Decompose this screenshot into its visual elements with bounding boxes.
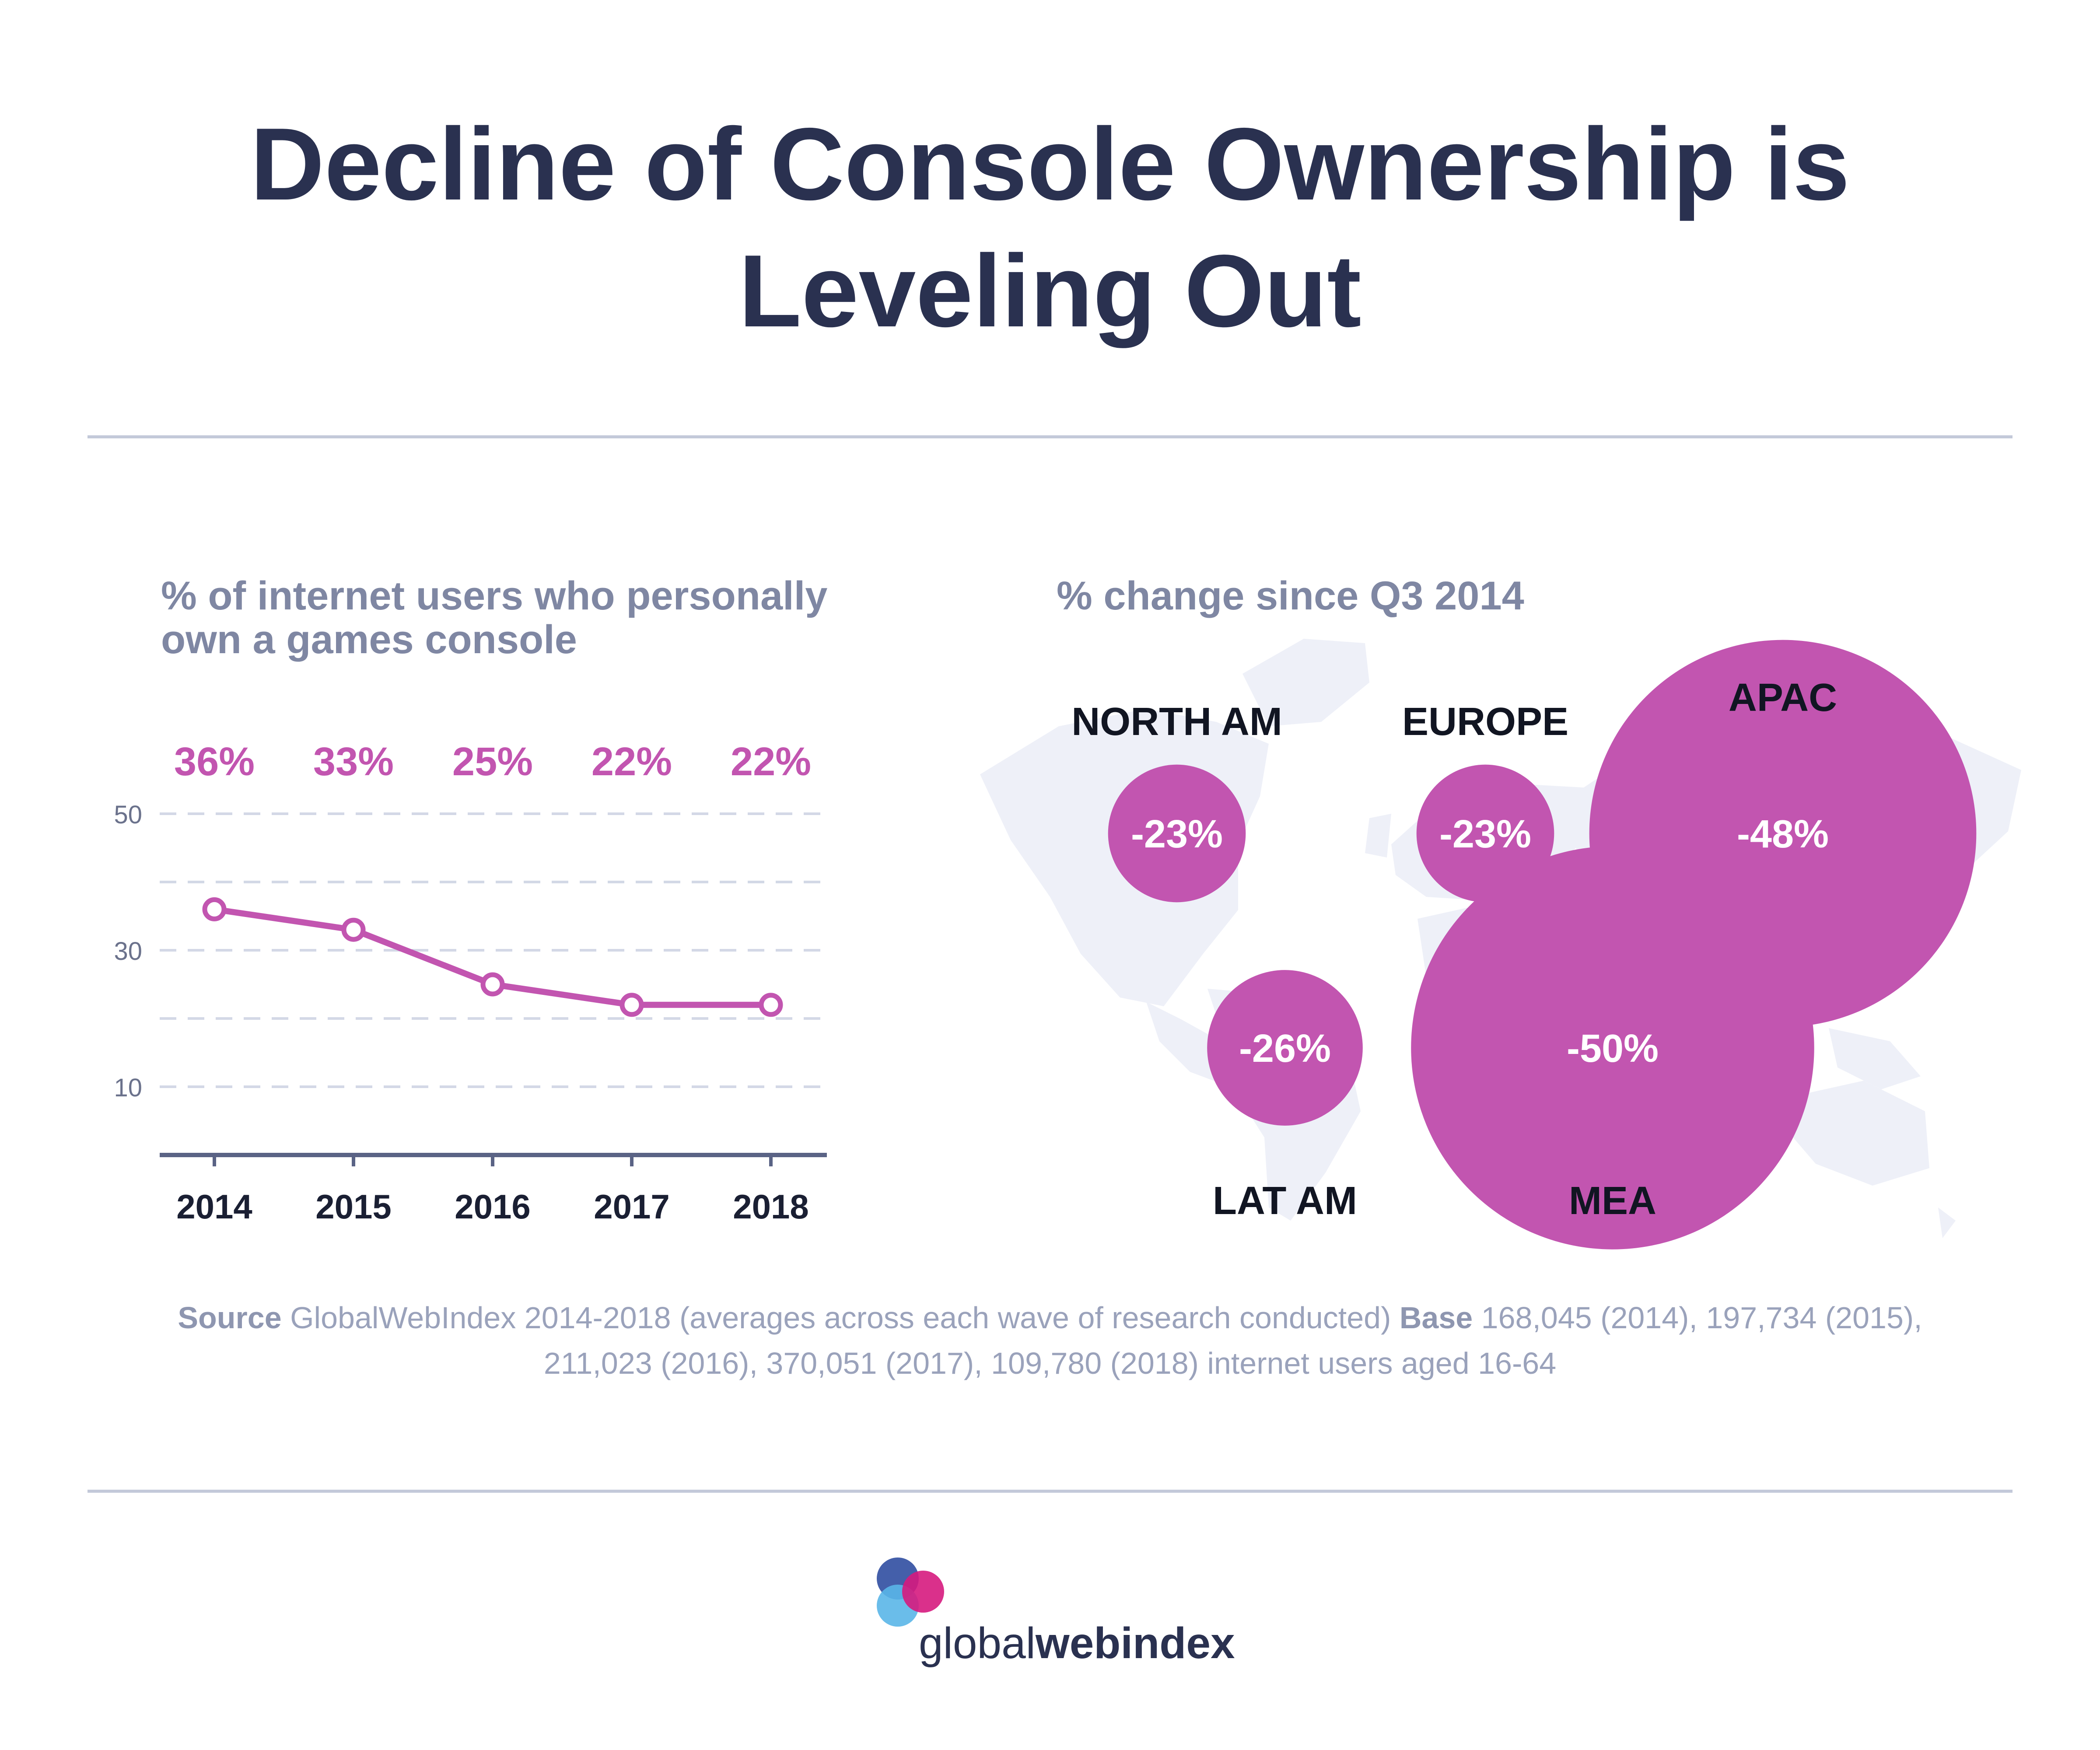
value-label-2015: 33%: [313, 739, 394, 784]
bubble-value-europe: -23%: [1439, 812, 1531, 856]
source-note: Source GlobalWebIndex 2014-2018 (average…: [109, 1295, 1991, 1386]
data-point-2017: [620, 993, 644, 1017]
region-label-mea: MEA: [1569, 1179, 1656, 1223]
bubble-europe: [1416, 764, 1554, 903]
bubble-value-lat-am: -26%: [1239, 1027, 1331, 1071]
bubble-mea: [1411, 846, 1814, 1250]
x-tick-label-2018: 2018: [733, 1187, 809, 1226]
x-tick-label-2015: 2015: [315, 1187, 392, 1226]
base-text-2: 211,023 (2016), 370,051 (2017), 109,780 …: [543, 1346, 1557, 1380]
value-label-2017: 22%: [592, 739, 672, 784]
source-line-2: 211,023 (2016), 370,051 (2017), 109,780 …: [109, 1340, 1991, 1386]
bubble-value-north-am: -23%: [1131, 812, 1223, 856]
value-label-2016: 25%: [452, 739, 533, 784]
base-text-1: 168,045 (2014), 197,734 (2015),: [1481, 1301, 1922, 1335]
line-chart-subtitle-1: % of internet users who personally: [161, 574, 828, 618]
source-text: GlobalWebIndex 2014-2018 (averages acros…: [290, 1301, 1391, 1335]
source-label: Source: [178, 1301, 282, 1335]
data-point-2015: [341, 917, 366, 942]
map-subtitle: % change since Q3 2014: [1057, 574, 1524, 618]
y-tick-label-50: 50: [114, 801, 142, 829]
logo-text-bold: webindex: [1035, 1619, 1235, 1668]
data-point-2016: [480, 972, 505, 997]
region-label-europe: EUROPE: [1402, 700, 1568, 744]
y-tick-label-30: 30: [114, 937, 142, 966]
value-label-2018: 22%: [731, 739, 811, 784]
bottom-divider: [88, 1490, 2012, 1493]
y-tick-label-10: 10: [114, 1074, 142, 1102]
base-label: Base: [1399, 1301, 1473, 1335]
x-tick-label-2017: 2017: [594, 1187, 670, 1226]
x-tick-label-2014: 2014: [176, 1187, 252, 1226]
title-line-2: Leveling Out: [738, 233, 1362, 348]
top-divider: [88, 435, 2012, 438]
bubble-value-apac: -48%: [1737, 812, 1829, 856]
data-point-2014: [202, 897, 227, 921]
title-line-1: Decline of Console Ownership is: [250, 106, 1850, 221]
bubble-lat-am: [1207, 970, 1363, 1126]
logo-text-light: global: [919, 1619, 1036, 1668]
data-point-2018: [759, 993, 783, 1017]
logo-circle-magenta-icon: [902, 1571, 944, 1613]
svg-text:globalwebindex: globalwebindex: [919, 1619, 1235, 1668]
bubble-value-mea: -50%: [1567, 1027, 1659, 1071]
region-label-north-am: NORTH AM: [1071, 700, 1282, 744]
value-label-2014: 36%: [174, 739, 255, 784]
region-label-lat-am: LAT AM: [1213, 1179, 1357, 1223]
x-tick-label-2016: 2016: [455, 1187, 531, 1226]
source-line-1: Source GlobalWebIndex 2014-2018 (average…: [109, 1295, 1991, 1340]
bubble-north-am: [1108, 764, 1246, 903]
region-label-apac: APAC: [1729, 676, 1837, 720]
line-chart-subtitle-2: own a games console: [161, 617, 577, 662]
globalwebindex-logo: globalwebindex: [877, 1558, 1235, 1668]
